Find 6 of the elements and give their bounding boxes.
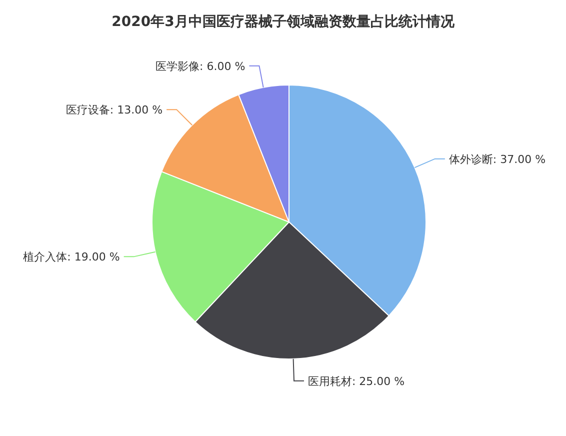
slice-label: 植介入体: 19.00 %	[23, 250, 120, 264]
chart-title: 2020年3月中国医疗器械子领域融资数量占比统计情况	[112, 13, 456, 30]
slice-label: 体外诊断: 37.00 %	[448, 152, 546, 166]
slice-label: 医学影像: 6.00 %	[156, 60, 246, 73]
slice-label: 医用耗材: 25.00 %	[308, 374, 405, 388]
slice-label: 医疗设备: 13.00 %	[66, 104, 163, 117]
